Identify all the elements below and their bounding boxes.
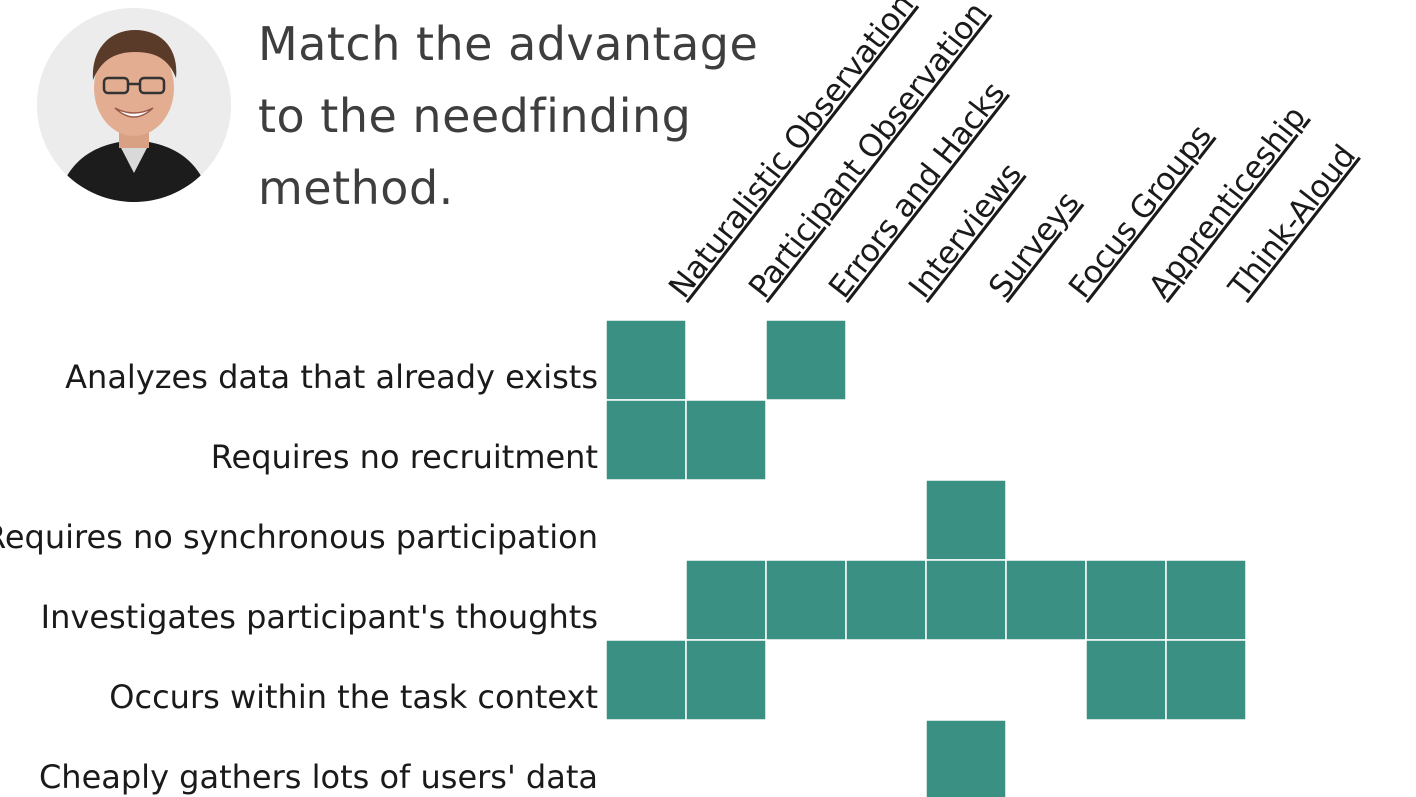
matrix-cell bbox=[685, 639, 767, 721]
row-label: Occurs within the task context bbox=[109, 678, 598, 716]
matrix-cell bbox=[765, 319, 847, 401]
matrix-cell bbox=[605, 319, 687, 401]
matrix-cell bbox=[1085, 559, 1167, 641]
matrix-cell bbox=[925, 559, 1007, 641]
title-line: method. bbox=[258, 161, 454, 215]
matrix-cell bbox=[1165, 559, 1247, 641]
slide-title: Match the advantage to the needfinding m… bbox=[258, 8, 778, 224]
matrix-cell bbox=[605, 639, 687, 721]
row-label: Requires no synchronous participation bbox=[0, 518, 598, 556]
matrix-cell bbox=[1085, 639, 1167, 721]
row-label: Cheaply gathers lots of users' data bbox=[39, 758, 598, 796]
matrix-cell bbox=[1005, 559, 1087, 641]
matrix-cell bbox=[1165, 639, 1247, 721]
matrix-cell bbox=[925, 719, 1007, 797]
presenter-photo-icon bbox=[37, 8, 231, 202]
column-label: Focus Groups bbox=[1062, 118, 1219, 305]
presenter-avatar bbox=[37, 8, 231, 202]
row-label: Investigates participant's thoughts bbox=[41, 598, 598, 636]
title-line: Match the advantage bbox=[258, 17, 759, 71]
matrix-cell bbox=[925, 479, 1007, 561]
matrix-cell bbox=[685, 559, 767, 641]
row-label: Requires no recruitment bbox=[211, 438, 598, 476]
row-label: Analyzes data that already exists bbox=[65, 358, 598, 396]
matrix-cell bbox=[685, 399, 767, 481]
title-line: to the needfinding bbox=[258, 89, 692, 143]
matrix-cell bbox=[845, 559, 927, 641]
matrix-cell bbox=[605, 399, 687, 481]
matrix-cell bbox=[765, 559, 847, 641]
